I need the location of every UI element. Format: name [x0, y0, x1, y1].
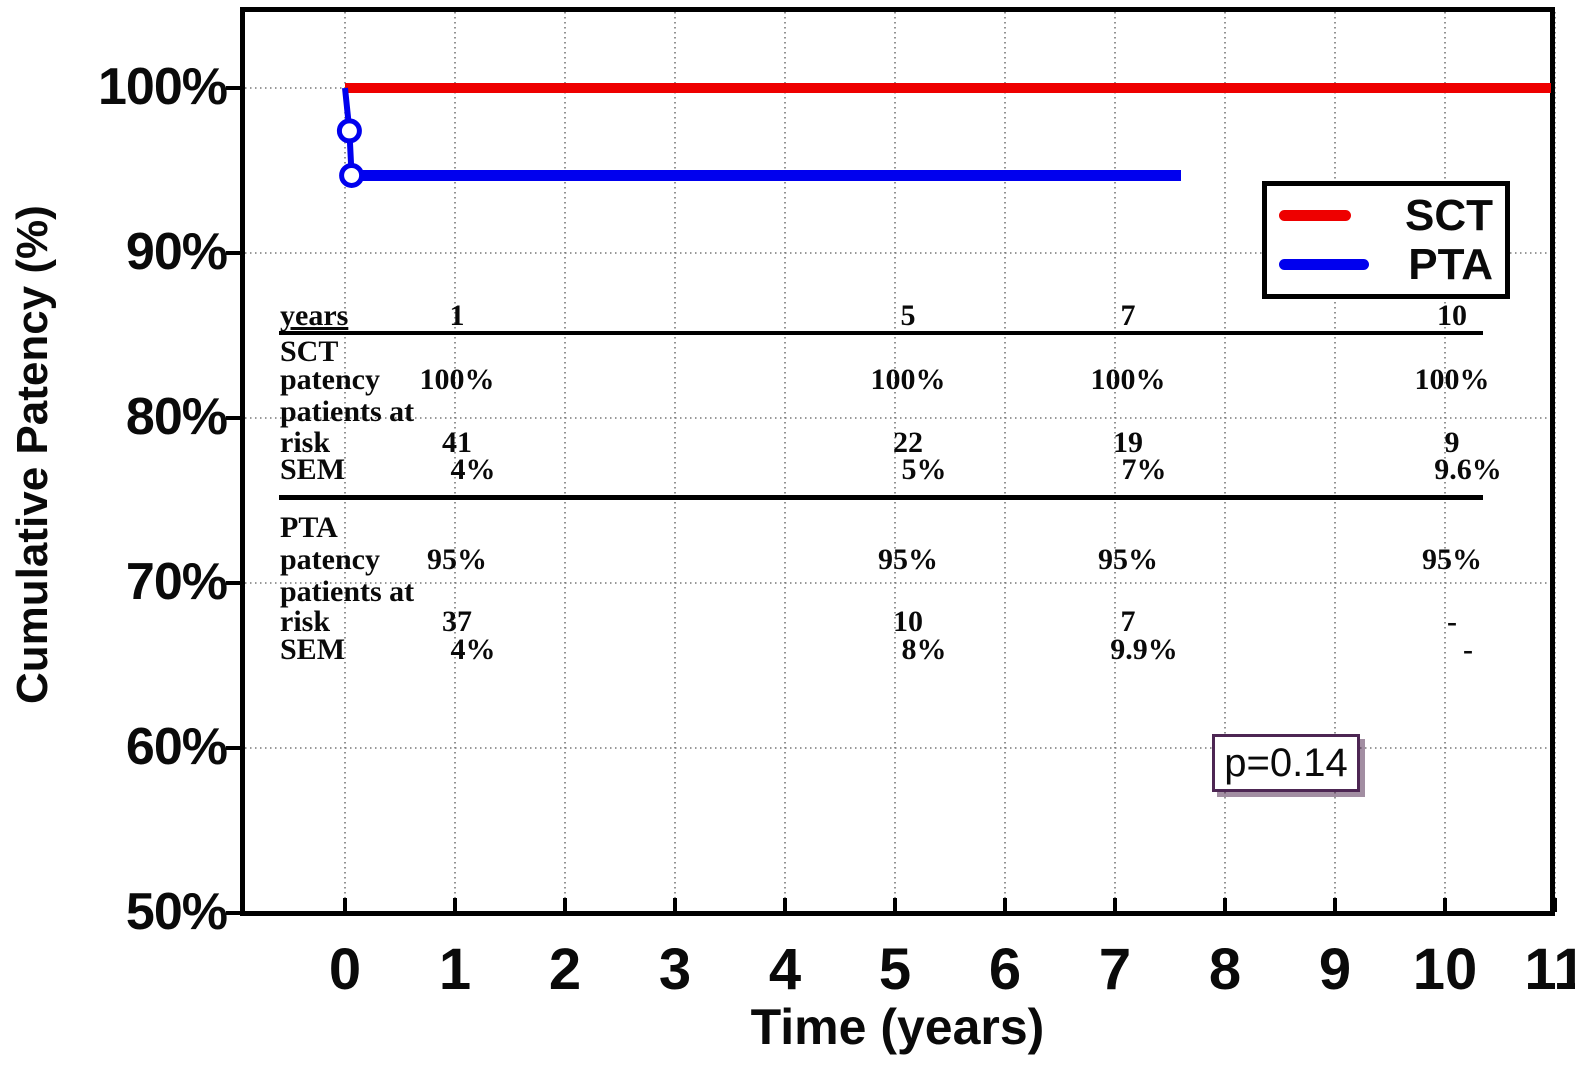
sct-line-swatch: [1279, 210, 1351, 221]
x-tick-label: 1: [438, 937, 472, 1002]
table-cell: 7%: [1121, 453, 1167, 486]
pta-risk-label: risk: [280, 605, 331, 638]
table-cell: 10: [1437, 299, 1467, 332]
x-tick-label: 7: [1098, 937, 1132, 1002]
x-tick-label: 9: [1318, 937, 1352, 1002]
table-cell: 4%: [450, 453, 496, 486]
x-tick-label: 10: [1412, 937, 1478, 1002]
legend-row-pta: PTA: [1279, 239, 1493, 289]
table-cell: 37: [442, 605, 472, 638]
table-cell: 95%: [427, 543, 487, 576]
sct-sem-label: SEM: [280, 453, 346, 486]
table-cell: -: [1447, 605, 1457, 638]
plot-border: [240, 7, 1555, 916]
table-cell: 7: [1120, 299, 1136, 332]
x-tick-label: 4: [768, 937, 802, 1002]
table-cell: 95%: [878, 543, 938, 576]
table-cell: 95%: [1422, 543, 1482, 576]
pta-censor-marker: [336, 118, 362, 144]
legend-box: SCT PTA: [1262, 181, 1510, 299]
x-tick-label: 11: [1524, 937, 1575, 1002]
pta-group-label: PTA: [280, 511, 338, 544]
table-cell: -: [1463, 633, 1473, 666]
table-cell: 100%: [1090, 363, 1166, 396]
pta-patency-label: patency: [280, 543, 380, 576]
table-cell: 22: [893, 426, 923, 459]
y-tick-label: 100%: [98, 57, 228, 116]
y-tick-label: 50%: [125, 882, 228, 941]
table-rule-mid: [279, 495, 1483, 500]
table-cell: 5: [900, 299, 916, 332]
legend-row-sct: SCT: [1279, 190, 1493, 240]
x-tick-label: 6: [988, 937, 1022, 1002]
table-rule-top: [279, 331, 1483, 335]
table-cell: 5%: [901, 453, 947, 486]
table-cell: 95%: [1098, 543, 1158, 576]
y-tick-label: 80%: [125, 387, 228, 446]
legend-label-sct: SCT: [1405, 190, 1493, 240]
table-cell: 10: [893, 605, 923, 638]
x-tick-label: 2: [548, 937, 582, 1002]
legend-label-pta: PTA: [1408, 239, 1493, 289]
table-cell: 9.6%: [1434, 453, 1502, 486]
x-axis-title: Time (years): [750, 999, 1045, 1055]
pta-patients-at-label: patients at: [280, 575, 415, 608]
x-tick-label: 0: [328, 937, 362, 1002]
table-cell: 19: [1113, 426, 1143, 459]
table-cell: 100%: [419, 363, 495, 396]
y-tick-label: 70%: [125, 552, 228, 611]
table-cell: 7: [1120, 605, 1136, 638]
p-value-text: p=0.14: [1224, 740, 1348, 785]
table-cell: 9: [1444, 426, 1460, 459]
sct-patency-label: patency: [280, 363, 380, 396]
sct-risk-label: risk: [280, 426, 331, 459]
table-years-label: years: [280, 299, 349, 332]
y-tick-label: 60%: [125, 717, 228, 776]
table-cell: 100%: [1414, 363, 1490, 396]
x-tick-label: 3: [658, 937, 692, 1002]
table-cell: 100%: [870, 363, 946, 396]
pta-sem-label: SEM: [280, 633, 346, 666]
pta-censor-marker: [339, 162, 365, 188]
table-cell: 9.9%: [1110, 633, 1178, 666]
pta-line-swatch: [1279, 259, 1369, 270]
table-cell: 1: [449, 299, 465, 332]
sct-patients-at-label: patients at: [280, 395, 415, 428]
table-cell: 8%: [901, 633, 947, 666]
x-tick-label: 8: [1208, 937, 1242, 1002]
p-value-box: p=0.14: [1212, 734, 1360, 792]
sct-group-label: SCT: [280, 335, 339, 368]
y-tick-label: 90%: [125, 222, 228, 281]
table-cell: 41: [442, 426, 472, 459]
table-cell: 4%: [450, 633, 496, 666]
x-tick-label: 5: [878, 937, 912, 1002]
